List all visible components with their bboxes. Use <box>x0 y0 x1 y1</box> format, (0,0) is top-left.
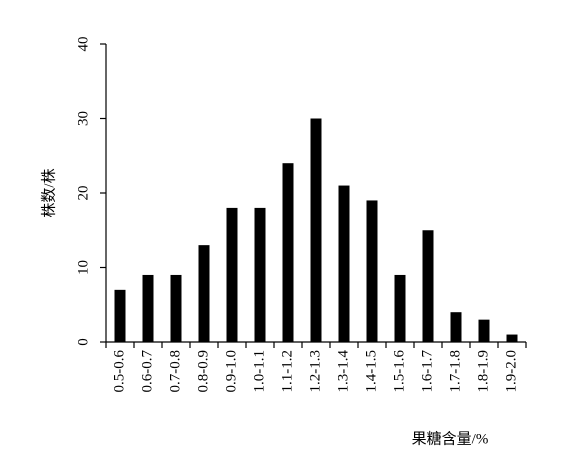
x-tick-label: 1.4-1.5 <box>363 350 379 393</box>
bar <box>198 245 210 342</box>
bar <box>114 289 126 342</box>
y-tick-label: 40 <box>75 37 91 52</box>
x-tick-label: 1.9-2.0 <box>503 350 519 393</box>
y-tick-label: 30 <box>75 111 91 126</box>
bar <box>282 163 294 342</box>
x-tick-label: 0.7-0.8 <box>167 350 183 393</box>
x-tick-label: 1.3-1.4 <box>335 350 351 393</box>
x-tick-label: 1.1-1.2 <box>279 350 295 393</box>
x-tick-label: 1.0-1.1 <box>251 350 267 393</box>
x-tick-label: 1.2-1.3 <box>307 350 323 393</box>
bar <box>254 207 266 342</box>
x-axis-label: 果糖含量/% <box>412 430 489 447</box>
x-tick-label: 1.7-1.8 <box>447 350 463 393</box>
bar <box>450 312 462 342</box>
x-tick-label: 0.8-0.9 <box>195 350 211 393</box>
bar <box>506 334 518 342</box>
bar <box>142 274 154 342</box>
y-tick-label: 20 <box>75 186 91 201</box>
bar <box>394 274 406 342</box>
x-tick-label: 0.5-0.6 <box>111 350 127 393</box>
y-axis-label: 株数/株 <box>40 168 57 217</box>
bar <box>338 185 350 342</box>
x-tick-label: 0.9-1.0 <box>223 350 239 393</box>
bar <box>478 319 490 342</box>
x-tick-label: 1.5-1.6 <box>391 350 407 393</box>
y-tick-label: 10 <box>75 260 91 275</box>
x-tick-label: 1.8-1.9 <box>475 350 491 393</box>
bar <box>366 200 378 342</box>
bar <box>422 230 434 342</box>
x-tick-label: 0.6-0.7 <box>139 350 155 393</box>
y-tick-label: 0 <box>75 338 91 346</box>
bar <box>310 118 322 342</box>
x-tick-label: 1.6-1.7 <box>419 350 435 393</box>
bar <box>170 274 182 342</box>
bar <box>226 207 238 342</box>
